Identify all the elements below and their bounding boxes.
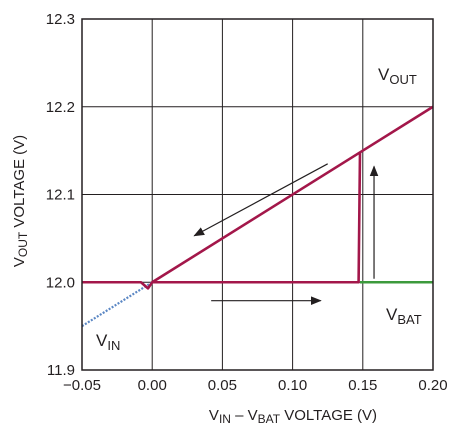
tick-labels: −0.05 0.00 0.05 0.10 0.15 0.20 11.9 12.0 12.1 12.… <box>46 11 448 394</box>
series-layer <box>81 105 434 328</box>
series-label-vout: VOUT <box>378 65 417 87</box>
x-tick-label: 0.05 <box>208 377 237 394</box>
series-line-vout <box>82 105 434 290</box>
series-line-vout-hysteresis <box>152 152 362 284</box>
x-tick-label: 0.20 <box>418 377 447 394</box>
arrow-layer <box>193 163 379 305</box>
x-tick-label: 0.10 <box>278 377 307 394</box>
x-tick-label: −0.05 <box>63 377 101 394</box>
plot-frame <box>81 18 434 371</box>
y-axis-label: VOUT VOLTAGE (V) <box>11 135 30 267</box>
y-tick-label: 12.2 <box>46 99 75 116</box>
y-tick-label: 12.3 <box>46 11 75 28</box>
series-line-vin <box>81 281 153 328</box>
x-tick-label: 0.00 <box>138 377 167 394</box>
series-label-vin: VIN <box>96 331 120 353</box>
y-tick-label: 12.1 <box>46 187 75 204</box>
y-tick-label: 11.9 <box>47 362 75 379</box>
x-axis-label: VIN – VBAT VOLTAGE (V) <box>209 407 377 426</box>
x-tick-label: 0.15 <box>348 377 377 394</box>
series-label-vbat: VBAT <box>386 305 422 327</box>
annotation-arrow-down-left <box>193 163 328 237</box>
y-tick-label: 12.0 <box>46 274 75 291</box>
